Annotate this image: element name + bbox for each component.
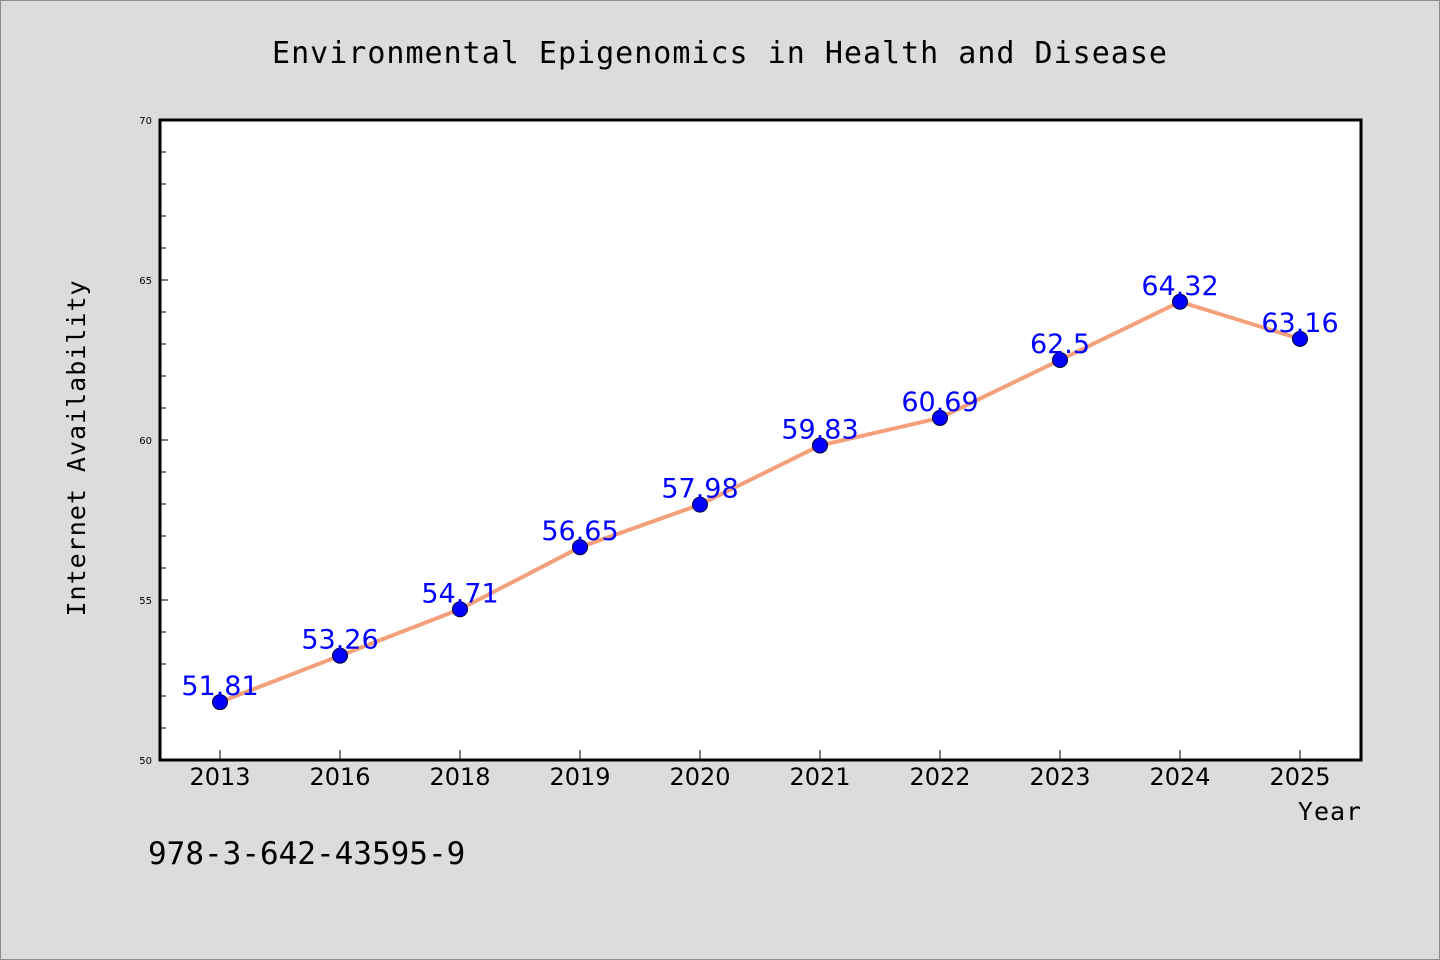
data-label: 60.69 (901, 387, 978, 418)
data-label: 59.83 (781, 414, 858, 445)
x-tick-label: 2016 (309, 763, 370, 791)
x-axis: 2013 2016 2018 2019 2020 2021 2022 2023 2024 2025 (189, 750, 1331, 791)
data-label: 56.65 (541, 516, 618, 547)
x-tick-label: 2023 (1029, 763, 1090, 791)
x-tick-label: 2025 (1269, 763, 1330, 791)
plot-border (158, 118, 1363, 762)
y-tick-label: 65 (139, 276, 152, 287)
footnote-isbn: 978-3-642-43595-9 (148, 836, 465, 872)
series-layer (218, 299, 1302, 705)
data-point (1172, 293, 1188, 310)
data-point (1292, 330, 1308, 347)
x-axis-title: Year (1298, 797, 1362, 826)
data-point (572, 539, 588, 556)
data-label: 51.81 (181, 671, 258, 702)
chart-title: Environmental Epigenomics in Health and … (272, 36, 1168, 71)
series-line (218, 299, 1302, 705)
x-tick-label: 2018 (429, 763, 490, 791)
x-tick-label: 2013 (189, 763, 250, 791)
y-axis-title: Internet Availability (62, 279, 91, 616)
data-label-layer: 51.81 53.26 54.71 56.65 57.98 59.83 60.69 62.5 6… (181, 271, 1338, 702)
y-tick-label: 55 (139, 596, 152, 607)
data-point (692, 496, 708, 513)
data-point (212, 694, 228, 711)
y-tick-label: 50 (139, 756, 152, 767)
x-tick-label: 2021 (789, 763, 850, 791)
data-label: 62.5 (1030, 329, 1090, 360)
y-tick-label: 60 (139, 436, 152, 447)
marker-layer (212, 293, 1308, 711)
x-tick-label: 2020 (669, 763, 730, 791)
x-tick-label: 2019 (549, 763, 610, 791)
data-label: 57.98 (661, 474, 738, 505)
data-label: 54.71 (421, 578, 498, 609)
x-tick-label: 2022 (909, 763, 970, 791)
data-point (1052, 352, 1068, 368)
data-point (932, 409, 948, 426)
data-label: 63.16 (1261, 308, 1338, 339)
data-label: 53.26 (301, 625, 378, 656)
data-point (812, 437, 828, 454)
y-tick-label: 70 (139, 116, 152, 127)
plot-area (160, 120, 1361, 760)
data-label: 64.32 (1141, 271, 1218, 302)
x-tick-label: 2024 (1149, 763, 1210, 791)
data-point (332, 647, 348, 664)
data-point (452, 601, 468, 618)
